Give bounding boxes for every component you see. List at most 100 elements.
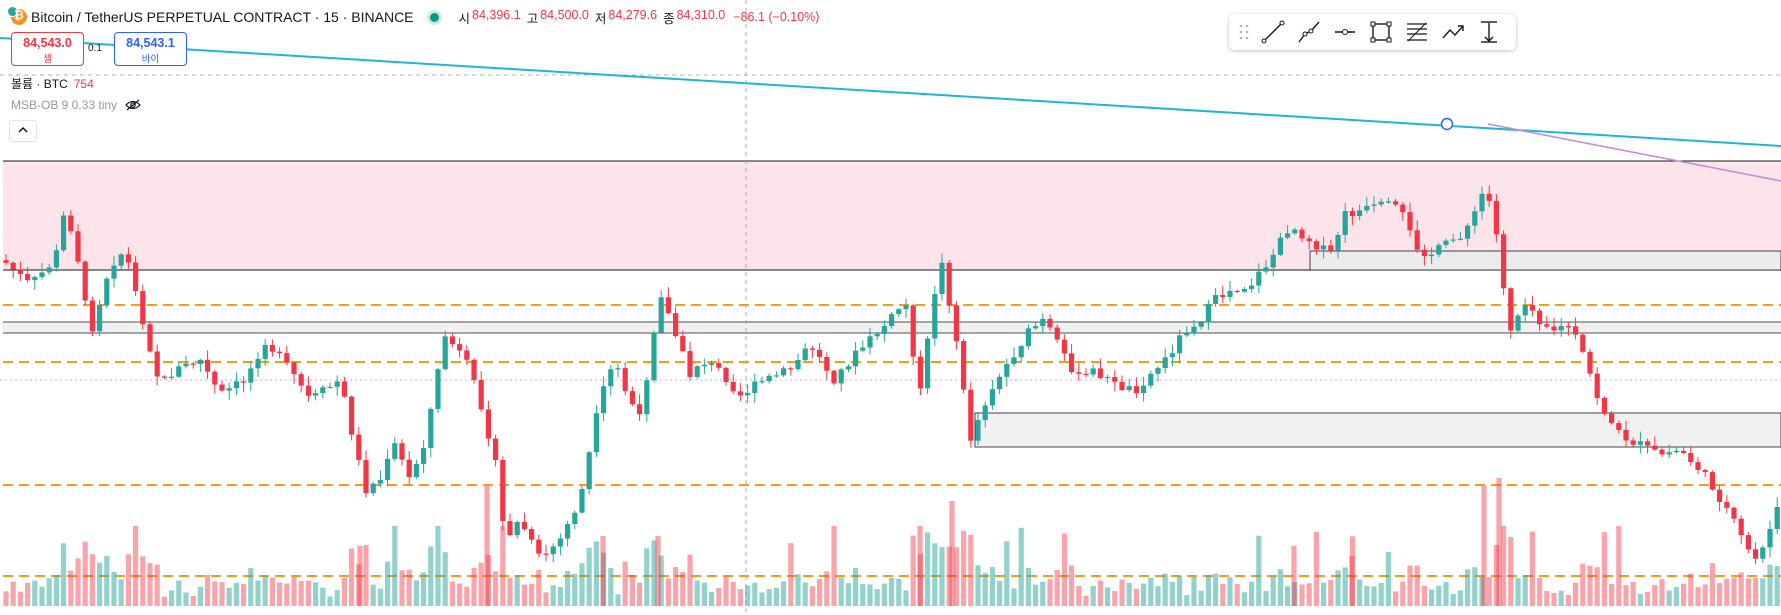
candle-body <box>1681 450 1687 453</box>
volume-bar <box>975 565 981 606</box>
trendline <box>0 37 1781 147</box>
volume-bar <box>370 584 376 606</box>
volume-bar <box>1148 577 1154 606</box>
volume-bar <box>1234 583 1240 606</box>
ray-button[interactable] <box>1291 14 1327 50</box>
volume-bar <box>817 578 823 606</box>
drag-handle-icon[interactable] <box>1237 22 1251 42</box>
candle-body <box>298 374 304 386</box>
volume-bar <box>889 577 895 606</box>
volume-legend[interactable]: 볼륨 · BTC 754 <box>11 75 94 92</box>
volume-bar <box>1076 585 1082 606</box>
candle-body <box>291 362 297 375</box>
msb-ob-legend[interactable]: MSB-OB 9 0.33 tiny <box>11 98 141 112</box>
candle-body <box>608 369 614 387</box>
volume-bar <box>1241 592 1247 606</box>
volume-bar <box>507 577 513 606</box>
volume-bar <box>781 581 787 606</box>
candle-body <box>1025 328 1031 347</box>
candle-body <box>1702 469 1708 473</box>
candle-body <box>327 386 333 388</box>
candle-body <box>1054 327 1060 340</box>
candle-body <box>1184 333 1190 336</box>
volume-bar <box>759 592 765 606</box>
candle-body <box>536 539 542 554</box>
volume-bar <box>961 530 967 606</box>
volume-bar <box>320 587 326 606</box>
volume-bar <box>25 582 31 606</box>
candle-body <box>903 305 909 310</box>
candle-body <box>133 262 139 291</box>
volume-bar <box>1659 579 1665 606</box>
volume-bar <box>1774 566 1780 606</box>
volume-bar <box>313 582 319 606</box>
candle-body <box>1717 489 1723 502</box>
eye-hidden-icon[interactable] <box>125 99 141 111</box>
volume-bar <box>1522 575 1528 606</box>
sell-button[interactable]: 84,543.0 셀 <box>11 32 84 66</box>
candle-body <box>1479 193 1485 212</box>
path-button[interactable] <box>1435 14 1471 50</box>
volume-bar <box>1623 585 1629 606</box>
fib-lines-button[interactable] <box>1399 14 1435 50</box>
candle-body <box>1493 200 1499 235</box>
candle-body <box>673 313 679 337</box>
volume-bar <box>1666 590 1672 606</box>
volume-bar <box>334 590 340 606</box>
candle-body <box>968 389 974 441</box>
candle-body <box>1753 549 1759 559</box>
volume-bar <box>1054 569 1060 606</box>
candle-body <box>507 521 513 536</box>
volume-bar <box>1155 586 1161 606</box>
candle-body <box>658 297 664 333</box>
candle-body <box>824 356 830 371</box>
candle-body <box>788 368 794 370</box>
date-range-icon <box>1481 21 1497 43</box>
horizontal-ray-button[interactable] <box>1327 14 1363 50</box>
buy-button[interactable]: 84,543.1 바이 <box>114 32 187 66</box>
volume-bar <box>831 526 837 606</box>
volume-bar <box>903 590 909 606</box>
candle-body <box>543 553 549 555</box>
volume-bar <box>1335 570 1341 606</box>
volume-bar <box>1306 583 1312 606</box>
volume-bar <box>53 575 59 606</box>
candle-body <box>89 300 95 332</box>
rectangle-button[interactable] <box>1363 14 1399 50</box>
trendline-button[interactable] <box>1255 14 1291 50</box>
candle-body <box>1587 351 1593 374</box>
volume-bar <box>1486 577 1492 606</box>
candle-body <box>154 351 160 377</box>
volume-bar <box>853 567 859 606</box>
candle-body <box>701 364 707 367</box>
candle-body <box>1270 254 1276 268</box>
date-range-button[interactable] <box>1471 14 1507 50</box>
volume-bar <box>701 582 707 606</box>
collapse-legend-button[interactable] <box>9 120 37 142</box>
volume-bar <box>61 543 67 606</box>
candle-body <box>860 347 866 351</box>
candle-body <box>421 447 427 465</box>
candle-body <box>169 376 175 378</box>
volume-bar <box>1760 578 1766 606</box>
volume-bar <box>874 589 880 606</box>
volume-bar <box>550 585 556 606</box>
volume-bar <box>291 577 297 606</box>
volume-bar <box>1349 536 1355 606</box>
candle-body <box>1594 373 1600 398</box>
volume-bar <box>1177 576 1183 606</box>
candle-body <box>413 464 419 478</box>
candle-body <box>493 438 499 460</box>
candle-body <box>550 546 556 555</box>
candle-body <box>1738 518 1744 536</box>
candle-body <box>1522 305 1528 316</box>
market-status-icon[interactable] <box>429 12 439 22</box>
volume-bar <box>637 582 643 606</box>
symbol-title[interactable]: Bitcoin / TetherUS PERPETUAL CONTRACT · … <box>31 9 414 25</box>
candle-body <box>961 341 967 390</box>
volume-bar <box>357 546 363 606</box>
volume-bar <box>68 570 74 606</box>
volume-bar <box>169 590 175 606</box>
candle-body <box>1220 295 1226 298</box>
